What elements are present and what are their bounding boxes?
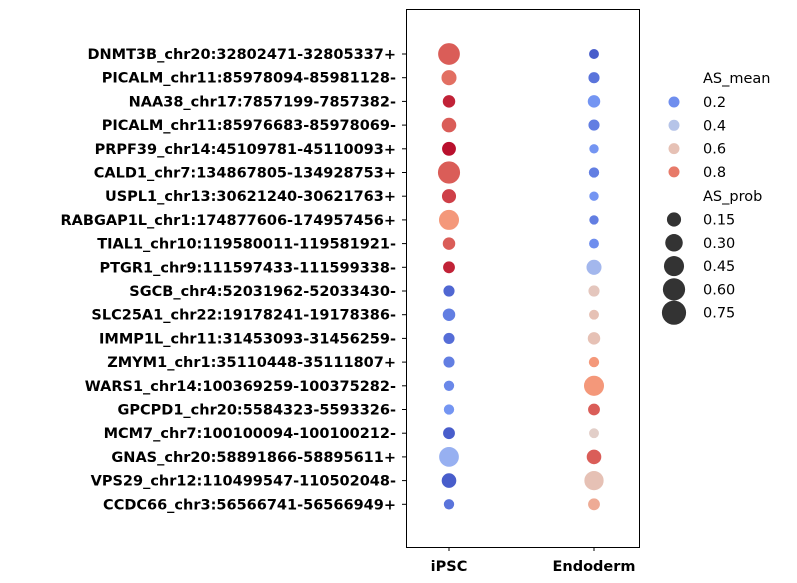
data-point — [442, 260, 456, 275]
data-point — [440, 69, 458, 87]
y-tick-label: TIAL1_chr10:119580011-119581921- — [97, 237, 396, 253]
data-point — [440, 117, 458, 134]
data-point — [441, 94, 457, 109]
y-tick-label: ZMYM1_chr1:35110448-35111807+ — [107, 355, 396, 371]
data-point — [583, 374, 605, 397]
data-point — [443, 379, 455, 392]
legend-color-marker — [668, 143, 680, 155]
y-tick-label: SGCB_chr4:52031962-52033430- — [129, 284, 396, 300]
x-tick-label: iPSC — [431, 559, 468, 575]
y-tick-label: GNAS_chr20:58891866-58895611+ — [111, 450, 396, 466]
data-point — [438, 209, 460, 231]
legend-color-label: 0.8 — [703, 165, 726, 181]
legend-color-marker — [668, 166, 680, 178]
y-tick-label: VPS29_chr12:110499547-110502048- — [91, 474, 396, 490]
data-point — [438, 446, 460, 468]
y-tick-label: CALD1_chr7:134867805-134928753+ — [94, 166, 396, 182]
plot-frame — [406, 9, 640, 548]
data-point — [585, 258, 603, 276]
data-point — [587, 284, 601, 298]
y-tick-label: USPL1_chr13:30621240-30621763+ — [105, 189, 396, 205]
y-tick-label: NAA38_chr17:7857199-7857382- — [129, 94, 396, 110]
data-point — [442, 284, 456, 298]
legend-size-label: 0.45 — [703, 259, 735, 275]
y-tick-label: MCM7_chr7:100100094-100100212- — [104, 426, 396, 442]
data-point — [583, 470, 605, 492]
legend-size-marker — [666, 212, 682, 227]
data-point — [441, 141, 457, 157]
y-tick-label: IMMP1L_chr11:31453093-31456259- — [99, 331, 396, 347]
data-point — [441, 307, 457, 322]
data-point — [587, 402, 601, 417]
data-point — [442, 426, 456, 440]
y-tick-label: RABGAP1L_chr1:174877606-174957456+ — [61, 213, 397, 229]
y-tick-label: PICALM_chr11:85976683-85978069- — [102, 118, 396, 134]
data-point — [588, 190, 600, 202]
data-point — [587, 71, 601, 85]
data-point — [443, 498, 455, 511]
y-tick-label: GPCPD1_chr20:5584323-5593326- — [117, 403, 396, 419]
y-tick-label: SLC25A1_chr22:19178241-19178386- — [91, 308, 396, 324]
legend-color-title: AS_mean — [703, 71, 771, 87]
legend-size-marker — [665, 234, 683, 252]
data-point — [588, 308, 600, 321]
data-point — [585, 448, 603, 465]
legend-size-label: 0.75 — [703, 306, 735, 322]
data-point — [443, 403, 455, 416]
y-tick-label: PRPF39_chr14:45109781-45110093+ — [95, 142, 396, 158]
data-point — [588, 166, 600, 179]
y-tick-label: DNMT3B_chr20:32802471-32805337+ — [87, 47, 396, 63]
legend-color-label: 0.4 — [703, 118, 726, 134]
legend-color-marker — [668, 119, 680, 131]
legend-size-marker — [661, 300, 687, 325]
data-point — [588, 237, 600, 250]
data-point — [440, 472, 458, 489]
y-tick-label: WARS1_chr14:100369259-100375282- — [85, 379, 396, 395]
data-point — [441, 236, 457, 251]
legend-color-label: 0.6 — [703, 142, 726, 158]
legend-size-label: 0.15 — [703, 213, 735, 229]
legend-size-label: 0.30 — [703, 236, 735, 252]
data-point — [588, 214, 600, 226]
data-point — [587, 118, 601, 132]
y-tick-label: CCDC66_chr3:56566741-56566949+ — [103, 497, 396, 513]
plot-area: DNMT3B_chr20:32802471-32805337+ PICALM_ch… — [61, 9, 640, 575]
data-point — [442, 332, 456, 345]
data-point — [587, 497, 601, 512]
data-point — [588, 356, 600, 369]
y-tick-label: PICALM_chr11:85978094-85981128- — [102, 71, 396, 87]
legend-color-marker — [668, 96, 680, 108]
legend-size-title: AS_prob — [703, 189, 762, 205]
data-point — [442, 355, 456, 369]
y-tick-label: PTGR1_chr9:111597433-111599338- — [99, 260, 396, 276]
data-point — [441, 188, 457, 205]
legend-size-marker — [662, 278, 686, 301]
data-point — [586, 331, 602, 346]
data-point — [588, 48, 600, 60]
data-point — [586, 94, 602, 109]
x-tick-label: Endoderm — [552, 559, 635, 575]
data-point — [437, 160, 461, 185]
legend-size-marker — [663, 256, 685, 277]
legend-color-label: 0.2 — [703, 95, 726, 111]
data-point — [588, 427, 600, 439]
legend-size-label: 0.60 — [703, 282, 735, 298]
data-point — [437, 42, 461, 66]
data-point — [588, 143, 600, 155]
legend: AS_mean 0.2 0.4 0.6 0.8 AS_prob 0.15 0.30 0.45 0.… — [661, 71, 771, 325]
